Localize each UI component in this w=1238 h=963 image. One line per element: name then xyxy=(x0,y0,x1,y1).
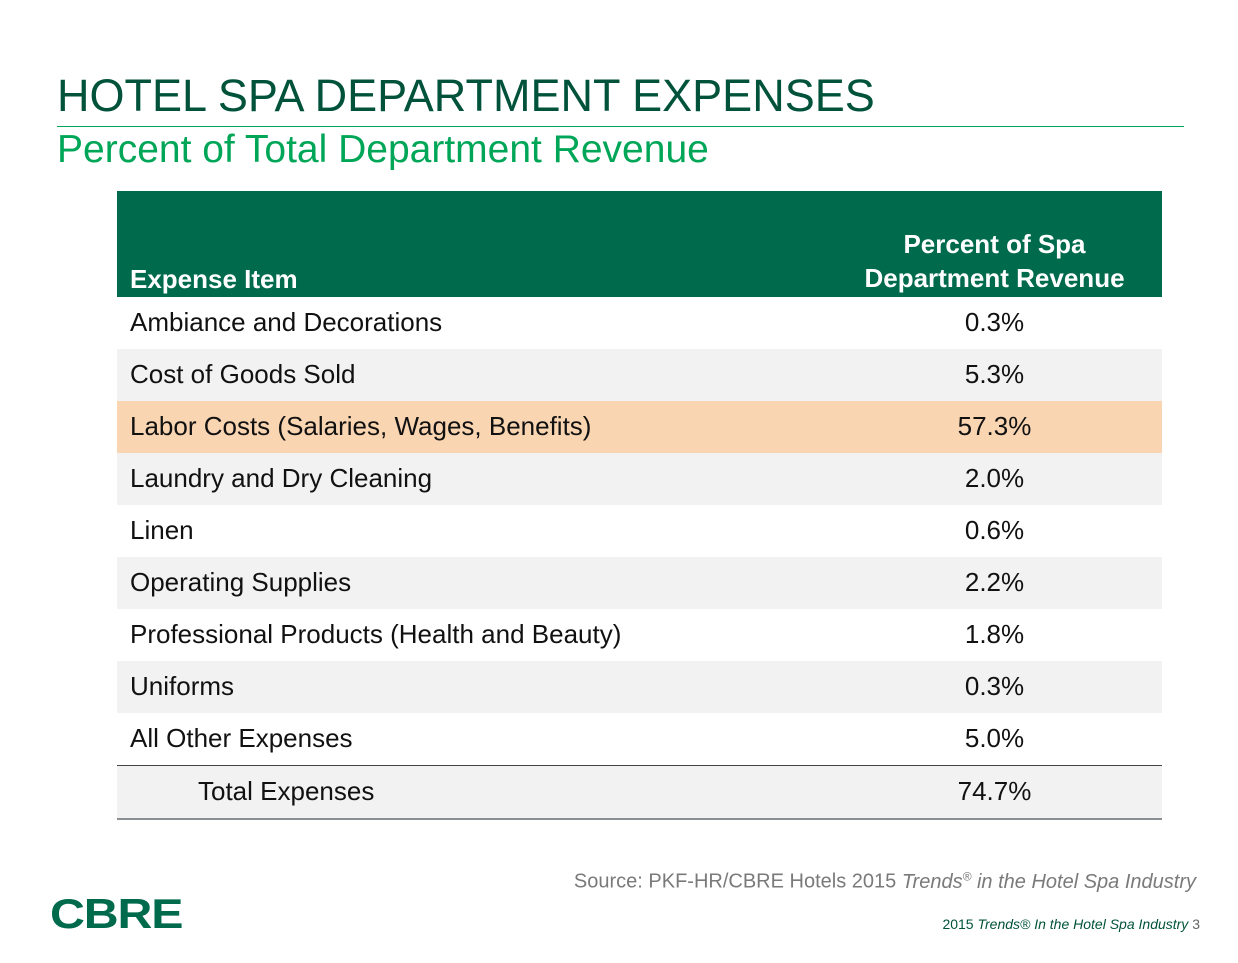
table-row: Uniforms 0.3% xyxy=(117,661,1162,713)
row-value: 1.8% xyxy=(964,619,1025,649)
footer-year: 2015 xyxy=(942,916,978,932)
row-item: All Other Expenses xyxy=(130,723,353,753)
row-item: Ambiance and Decorations xyxy=(130,307,443,337)
source-prefix: Source: PKF-HR/CBRE Hotels 2015 xyxy=(573,870,902,893)
source-italic-rest: in the Hotel Spa Industry xyxy=(971,870,1196,893)
row-value: 2.2% xyxy=(964,567,1025,597)
row-item: Uniforms xyxy=(130,671,235,701)
table-row: Professional Products (Health and Beauty… xyxy=(117,609,1162,661)
header-line-2: Department Revenue xyxy=(864,263,1125,293)
cbre-logo: CBRE xyxy=(50,890,183,937)
table-row: Linen 0.6% xyxy=(117,505,1162,557)
row-value: 0.3% xyxy=(964,307,1025,337)
row-value: 0.6% xyxy=(964,515,1025,545)
slide-title: HOTEL SPA DEPARTMENT EXPENSES xyxy=(57,70,875,121)
row-item: Cost of Goods Sold xyxy=(130,359,356,389)
table-row: Laundry and Dry Cleaning 2.0% xyxy=(117,453,1162,505)
table-header: Expense Item Percent of Spa Department R… xyxy=(117,191,1162,297)
header-expense-item: Expense Item xyxy=(130,264,298,294)
row-item: Operating Supplies xyxy=(130,567,352,597)
page-number: 3 xyxy=(1192,916,1200,932)
source-reg: ® xyxy=(962,869,972,883)
row-value: 0.3% xyxy=(964,671,1025,701)
row-value: 5.0% xyxy=(964,723,1025,753)
source-note: Source: PKF-HR/CBRE Hotels 2015 Trends® … xyxy=(574,869,1196,894)
footer-title: Trends® In the Hotel Spa Industry xyxy=(977,916,1189,932)
row-item: Labor Costs (Salaries, Wages, Benefits) xyxy=(130,411,592,441)
row-value: 2.0% xyxy=(964,463,1025,493)
row-value: 5.3% xyxy=(964,359,1025,389)
row-item: Laundry and Dry Cleaning xyxy=(130,463,433,493)
expense-table: Expense Item Percent of Spa Department R… xyxy=(117,191,1162,820)
header-line-1: Percent of Spa xyxy=(903,229,1086,259)
header-percent: Percent of Spa Department Revenue xyxy=(807,227,1182,295)
total-row: Total Expenses 74.7% xyxy=(117,765,1162,820)
slide-subtitle: Percent of Total Department Revenue xyxy=(57,128,709,171)
table-row: Cost of Goods Sold 5.3% xyxy=(117,349,1162,401)
total-label: Total Expenses xyxy=(198,776,375,806)
table-row: All Other Expenses 5.0% xyxy=(117,713,1162,765)
footer: 2015 Trends® In the Hotel Spa Industry 3 xyxy=(942,916,1200,932)
row-item: Professional Products (Health and Beauty… xyxy=(130,619,622,649)
row-item: Linen xyxy=(130,515,194,545)
table-row: Ambiance and Decorations 0.3% xyxy=(117,297,1162,349)
table-row-highlighted: Labor Costs (Salaries, Wages, Benefits) 5… xyxy=(117,401,1162,453)
table-row: Operating Supplies 2.2% xyxy=(117,557,1162,609)
source-italic: Trends xyxy=(901,870,963,893)
total-value: 74.7% xyxy=(957,776,1032,806)
row-value: 57.3% xyxy=(957,411,1032,441)
title-divider xyxy=(57,126,1184,127)
